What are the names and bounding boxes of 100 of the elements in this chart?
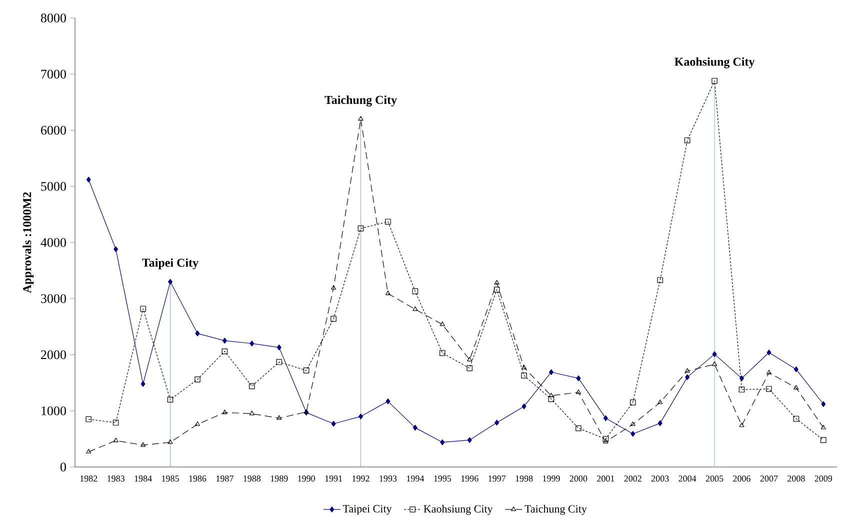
x-tick-label: 2008 — [788, 476, 805, 482]
y-tick-label: 6000 — [41, 126, 66, 135]
y-tick-label: 8000 — [40, 14, 66, 22]
point — [712, 351, 717, 358]
point — [112, 420, 119, 426]
point — [168, 439, 173, 444]
x-tick-label: 2005 — [706, 476, 724, 482]
point — [276, 415, 282, 420]
point — [603, 415, 608, 422]
point — [766, 370, 772, 374]
legend-label: Taichung City — [524, 504, 587, 515]
point — [602, 436, 609, 442]
y-tick-label: 5000 — [41, 182, 66, 191]
legend-label: Taipei City — [342, 505, 392, 515]
x-tick-label: 2002 — [624, 476, 642, 482]
point — [658, 400, 663, 404]
point — [168, 278, 173, 285]
x-tick-label: 1990 — [298, 476, 315, 482]
point — [276, 344, 282, 350]
x-tick-label: 1992 — [352, 476, 370, 482]
y-axis-title: Approvals :1000M2 — [22, 192, 34, 294]
y-tick-label: 2000 — [41, 350, 66, 360]
x-tick-label: 2003 — [652, 476, 669, 482]
point — [140, 442, 146, 447]
x-tick-label: 1987 — [216, 476, 234, 482]
point — [194, 421, 200, 426]
point — [330, 316, 336, 322]
x-tick-label: 1991 — [325, 476, 342, 482]
point — [194, 376, 200, 382]
x-tick-label: 1985 — [162, 476, 179, 482]
point — [657, 277, 664, 283]
point — [684, 137, 690, 144]
point — [738, 386, 745, 392]
point — [712, 78, 718, 84]
point — [630, 421, 636, 426]
y-tick-label: 3000 — [41, 294, 66, 303]
point — [86, 448, 92, 454]
x-tick-label: 1989 — [270, 476, 288, 482]
point — [412, 424, 418, 431]
point — [140, 381, 146, 387]
x-tick-label: 1984 — [134, 476, 152, 482]
point — [494, 286, 500, 293]
point — [386, 398, 390, 404]
x-tick-label: 1999 — [543, 476, 560, 482]
point — [249, 383, 255, 390]
y-tick-label: 0 — [60, 462, 66, 472]
point — [712, 361, 718, 366]
point — [358, 116, 364, 121]
x-tick-label: 2006 — [733, 476, 750, 482]
point — [303, 368, 310, 374]
point — [276, 359, 282, 365]
y-tick-label: 4000 — [40, 238, 66, 247]
point — [412, 288, 418, 294]
point — [820, 437, 826, 443]
point — [548, 392, 554, 398]
point — [331, 420, 336, 427]
point — [330, 285, 336, 290]
annotation: Taichung City — [324, 96, 397, 106]
point — [766, 386, 772, 392]
point — [86, 176, 91, 183]
point — [576, 425, 582, 432]
point — [630, 430, 636, 437]
x-tick-label: 2007 — [760, 476, 778, 482]
point — [821, 401, 826, 408]
point — [440, 322, 445, 326]
point — [630, 400, 636, 406]
annotation: Kaohsiung City — [674, 57, 755, 68]
point — [167, 396, 174, 403]
point — [222, 338, 227, 344]
x-tick-label: 2000 — [570, 476, 588, 482]
point — [86, 416, 92, 422]
x-tick-label: 2009 — [814, 476, 832, 482]
x-tick-label: 1988 — [244, 476, 261, 482]
y-tick-label: 1000 — [42, 406, 66, 416]
point — [358, 226, 364, 232]
x-tick-label: 1982 — [80, 476, 98, 482]
point — [494, 280, 500, 284]
point — [249, 410, 254, 416]
x-tick-label: 1995 — [434, 476, 452, 482]
annotation: Taipei City — [142, 258, 198, 270]
x-tick-label: 1986 — [189, 476, 206, 482]
point — [522, 403, 526, 410]
point — [684, 368, 690, 373]
point — [222, 348, 228, 354]
x-tick-label: 1994 — [406, 476, 424, 482]
point — [385, 218, 391, 225]
point — [603, 438, 608, 444]
x-tick-label: 1993 — [380, 476, 397, 482]
point — [467, 356, 472, 362]
point — [113, 438, 118, 442]
point — [385, 290, 391, 296]
point — [794, 384, 799, 390]
point — [195, 330, 200, 336]
point — [140, 306, 146, 312]
x-tick-label: 1997 — [488, 476, 506, 482]
point — [467, 437, 472, 443]
point — [412, 306, 418, 311]
point — [521, 364, 527, 370]
point — [658, 420, 662, 426]
point — [576, 375, 581, 382]
